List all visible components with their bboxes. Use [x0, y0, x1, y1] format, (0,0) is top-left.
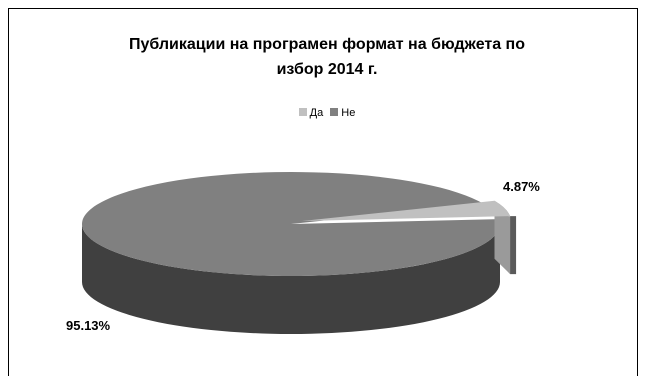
chart-legend: Да Не	[0, 107, 654, 119]
legend-item-da: Да	[298, 107, 324, 119]
pie-slice-da	[302, 200, 511, 221]
legend-swatch-ne	[330, 108, 339, 116]
data-label-ne: 95.13%	[66, 318, 111, 333]
legend-label-ne: Не	[341, 107, 356, 119]
chart-frame	[8, 8, 638, 376]
pie-slice-ne	[82, 172, 501, 277]
pie-side-ne	[82, 224, 500, 334]
legend-item-ne: Не	[330, 107, 355, 119]
chart-title-line-2: избор 2014 г.	[276, 61, 378, 78]
legend-swatch-da	[298, 108, 307, 116]
pie-edge-da	[510, 216, 517, 275]
pie-side-da	[494, 200, 511, 275]
data-label-da: 4.87%	[503, 179, 540, 194]
legend-label-da: Да	[309, 107, 324, 119]
chart-title-line-1: Публикации на програмен формат на бюджет…	[128, 36, 525, 53]
